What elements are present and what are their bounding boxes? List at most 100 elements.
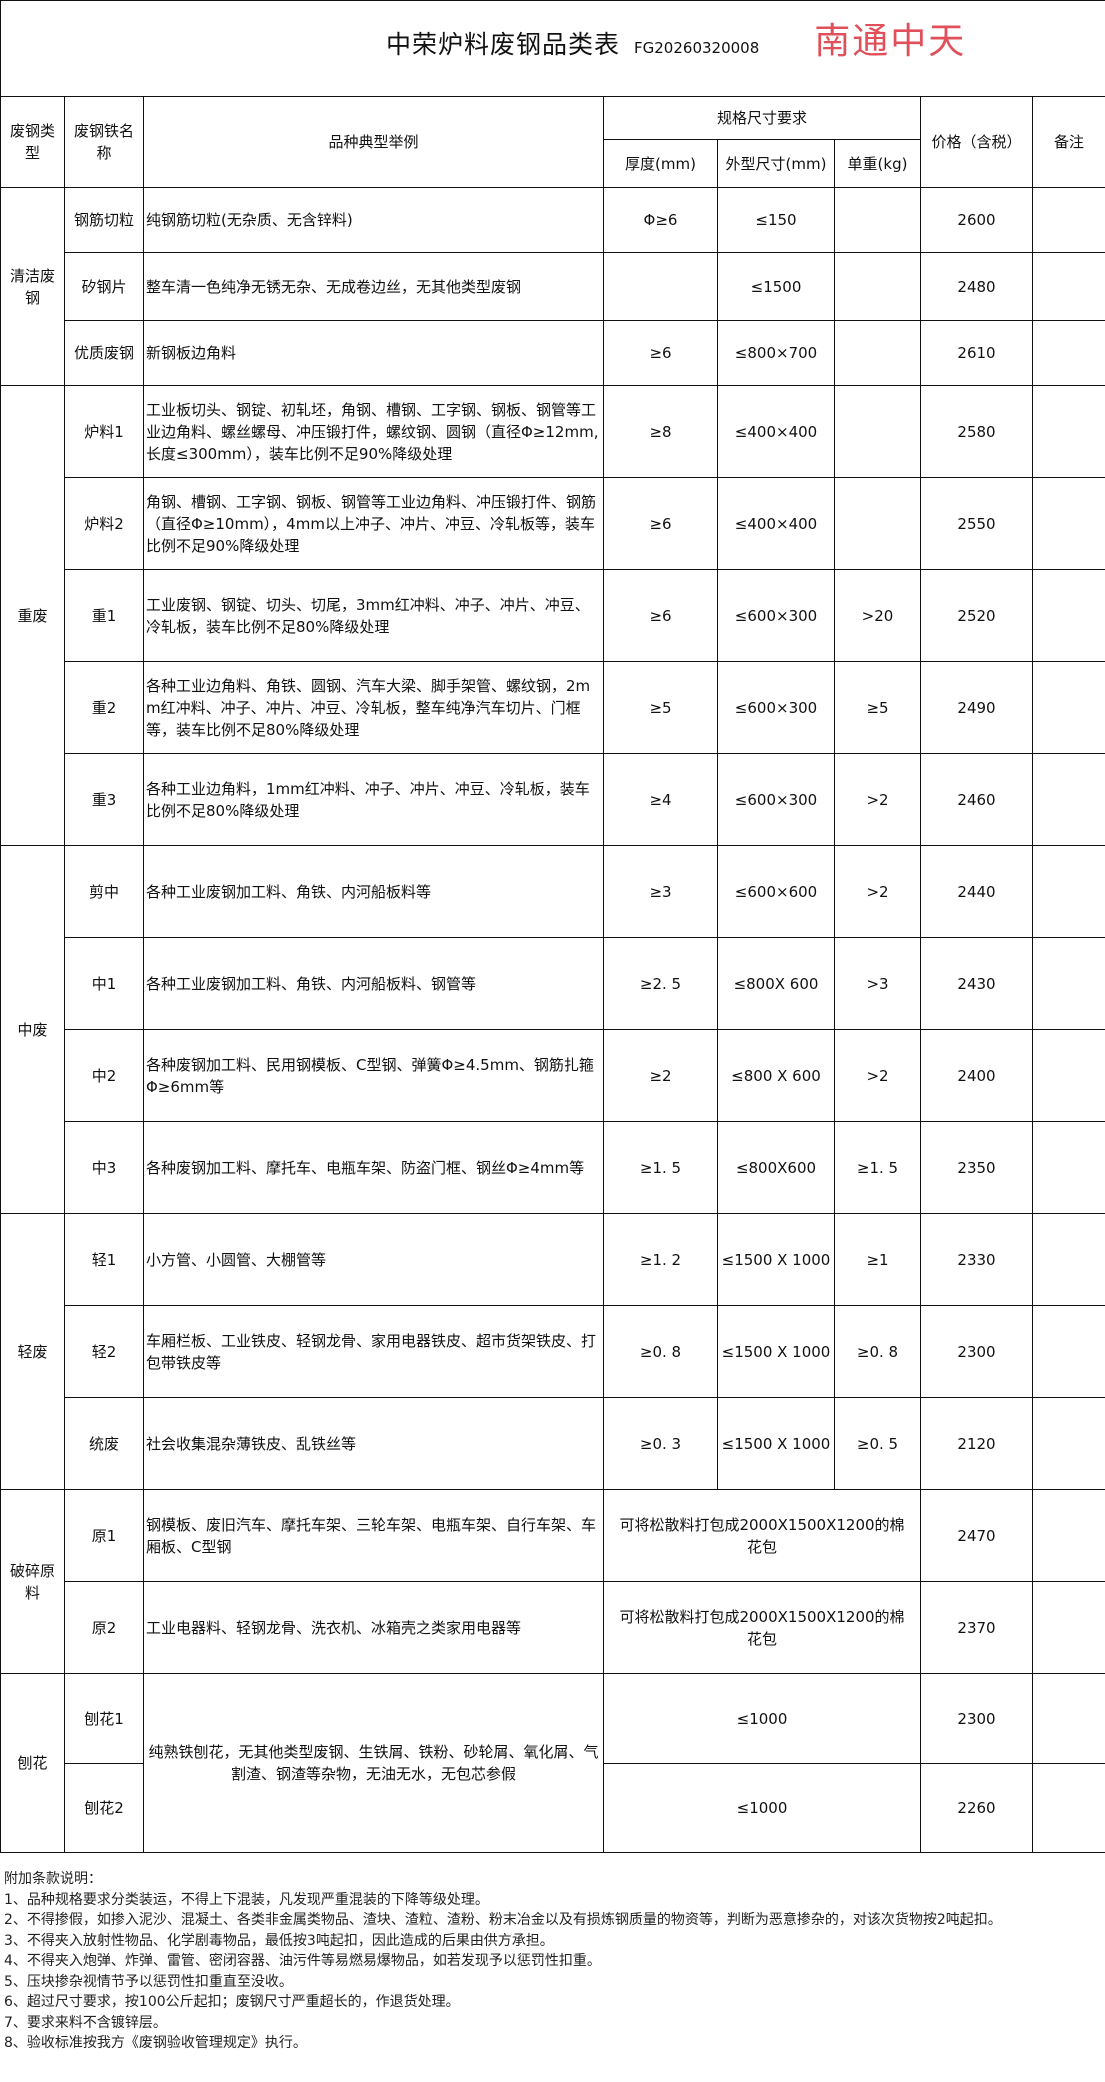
price: 2330 — [920, 1213, 1033, 1306]
price: 2120 — [920, 1397, 1033, 1490]
remark — [1032, 1213, 1105, 1306]
price: 2440 — [920, 845, 1033, 938]
outer-size: ≤1500 X 1000 — [717, 1213, 835, 1306]
price: 2580 — [920, 385, 1033, 478]
remark — [1032, 661, 1105, 754]
thickness: ≥5 — [603, 661, 718, 754]
price: 2350 — [920, 1121, 1033, 1214]
col-weight: 单重(kg) — [834, 139, 921, 188]
remark — [1032, 252, 1105, 321]
remark — [1032, 1581, 1105, 1674]
item-desc: 纯钢筋切粒(无杂质、无含锌料) — [143, 187, 604, 253]
item-name: 钢筋切粒 — [64, 187, 144, 253]
category-cell: 轻废 — [0, 1213, 65, 1490]
remark — [1032, 1121, 1105, 1214]
item-name: 中2 — [64, 1029, 144, 1122]
note-item: 6、超过尺寸要求，按100公斤起扣；废钢尺寸严重超长的，作退货处理。 — [4, 1994, 460, 2010]
col-remark: 备注 — [1032, 96, 1105, 188]
unit-weight: >20 — [834, 569, 921, 662]
outer-size: ≤400×400 — [717, 477, 835, 570]
spec-merged: ≤1000 — [603, 1673, 921, 1764]
outer-size: ≤600×600 — [717, 845, 835, 938]
thickness: ≥3 — [603, 845, 718, 938]
thickness: ≥6 — [603, 320, 718, 386]
item-desc: 钢模板、废旧汽车、摩托车架、三轮车架、电瓶车架、自行车架、车厢板、C型钢 — [143, 1489, 604, 1582]
unit-weight: ≥0. 5 — [834, 1397, 921, 1490]
item-desc: 小方管、小圆管、大棚管等 — [143, 1213, 604, 1306]
page-title: 中荣炉料废钢品类表 — [386, 30, 621, 59]
price: 2490 — [920, 661, 1033, 754]
unit-weight: >2 — [834, 845, 921, 938]
note-item: 2、不得掺假，如掺入泥沙、混凝土、各类非金属类物品、渣块、渣粒、渣粉、粉末冶金以… — [4, 1912, 1002, 1928]
remark — [1032, 187, 1105, 253]
notes-list: 1、品种规格要求分类装运，不得上下混装，凡发现严重混装的下降等级处理。 2、不得掺… — [4, 1890, 1101, 2054]
outer-size: ≤800X600 — [717, 1121, 835, 1214]
note-item: 4、不得夹入炮弹、炸弹、雷管、密闭容器、油污件等易燃易爆物品，如若发现予以惩罚性… — [4, 1953, 601, 1969]
col-spec: 规格尺寸要求 — [603, 96, 921, 140]
price: 2520 — [920, 569, 1033, 662]
remark — [1032, 1397, 1105, 1490]
category-cell: 清洁废钢 — [0, 187, 65, 386]
price: 2550 — [920, 477, 1033, 570]
item-name: 优质废钢 — [64, 320, 144, 386]
item-desc: 纯熟铁刨花，无其他类型废钢、生铁屑、铁粉、砂轮屑、氧化屑、气割渣、钢渣等杂物，无… — [143, 1673, 604, 1853]
outer-size: ≤1500 X 1000 — [717, 1397, 835, 1490]
category-cell: 刨花 — [0, 1673, 65, 1853]
outer-size: ≤600×300 — [717, 753, 835, 846]
item-desc: 各种工业边角料，1mm红冲料、冲子、冲片、冲豆、冷轧板，装车比例不足80%降级处… — [143, 753, 604, 846]
table-row: 原2 工业电器料、轻钢龙骨、洗衣机、冰箱壳之类家用电器等 可将松散料打包成2000X… — [1, 1581, 1105, 1674]
price: 2430 — [920, 937, 1033, 1030]
outer-size: ≤150 — [717, 187, 835, 253]
item-desc: 各种废钢加工料、民用钢模板、C型钢、弹簧Φ≥4.5mm、钢筋扎箍Φ≥6mm等 — [143, 1029, 604, 1122]
thickness: ≥1. 2 — [603, 1213, 718, 1306]
remark — [1032, 845, 1105, 938]
item-desc: 角钢、槽钢、工字钢、钢板、钢管等工业边角料、冲压锻打件、钢筋（直径Φ≥10mm）… — [143, 477, 604, 570]
category-cell: 破碎原料 — [0, 1489, 65, 1674]
table-row: 轻2 车厢栏板、工业铁皮、轻钢龙骨、家用电器铁皮、超市货架铁皮、打包带铁皮等 ≥0.… — [1, 1305, 1105, 1398]
price: 2460 — [920, 753, 1033, 846]
thickness: ≥4 — [603, 753, 718, 846]
table-row: 重1 工业废钢、钢锭、切头、切尾，3mm红冲料、冲子、冲片、冲豆、冷轧板，装车比例… — [1, 569, 1105, 662]
thickness: ≥0. 8 — [603, 1305, 718, 1398]
price: 2400 — [920, 1029, 1033, 1122]
remark — [1032, 477, 1105, 570]
remark — [1032, 1489, 1105, 1582]
col-price: 价格（含税） — [920, 96, 1033, 188]
company-stamp: 南通中天 — [814, 21, 967, 62]
item-desc: 车厢栏板、工业铁皮、轻钢龙骨、家用电器铁皮、超市货架铁皮、打包带铁皮等 — [143, 1305, 604, 1398]
thickness: Φ≥6 — [603, 187, 718, 253]
item-name: 矽钢片 — [64, 252, 144, 321]
item-desc: 社会收集混杂薄铁皮、乱铁丝等 — [143, 1397, 604, 1490]
thickness: ≥6 — [603, 569, 718, 662]
spec-merged: ≤1000 — [603, 1763, 921, 1853]
table-row: 重2 各种工业边角料、角铁、圆钢、汽车大梁、脚手架管、螺纹钢，2mm红冲料、冲子、… — [1, 661, 1105, 754]
unit-weight — [834, 187, 921, 253]
item-name: 炉料2 — [64, 477, 144, 570]
thickness: ≥2. 5 — [603, 937, 718, 1030]
unit-weight: >3 — [834, 937, 921, 1030]
outer-size: ≤600×300 — [717, 661, 835, 754]
item-name: 刨花2 — [64, 1763, 144, 1853]
item-name: 剪中 — [64, 845, 144, 938]
thickness: ≥2 — [603, 1029, 718, 1122]
item-name: 刨花1 — [64, 1673, 144, 1764]
item-desc: 新钢板边角料 — [143, 320, 604, 386]
unit-weight — [834, 477, 921, 570]
note-item: 8、验收标准按我方《废钢验收管理规定》执行。 — [4, 2035, 307, 2051]
item-name: 中3 — [64, 1121, 144, 1214]
unit-weight — [834, 252, 921, 321]
table-row: 轻废 轻1 小方管、小圆管、大棚管等 ≥1. 2 ≤1500 X 1000 ≥1 2330 — [0, 1213, 1105, 1490]
notes-title: 附加条款说明： — [4, 1871, 102, 1887]
outer-size: ≤1500 X 1000 — [717, 1305, 835, 1398]
table-row: 中3 各种废钢加工料、摩托车、电瓶车架、防盗门框、钢丝Φ≥4mm等 ≥1. 5 ≤80… — [1, 1121, 1105, 1214]
table-row: 刨花2 ≤1000 2260 — [1, 1763, 1105, 1853]
unit-weight — [834, 385, 921, 478]
item-name: 重1 — [64, 569, 144, 662]
price: 2300 — [920, 1305, 1033, 1398]
table-row: 中废 剪中 各种工业废钢加工料、角铁、内河船板料等 ≥3 ≤600×600 >2 2440 — [0, 845, 1105, 1214]
category-cell: 重废 — [0, 385, 65, 846]
item-desc: 工业电器料、轻钢龙骨、洗衣机、冰箱壳之类家用电器等 — [143, 1581, 604, 1674]
table-row: 刨花 刨花1 纯熟铁刨花，无其他类型废钢、生铁屑、铁粉、砂轮屑、氧化屑、气割渣、钢渣… — [0, 1673, 1105, 1853]
col-thickness: 厚度(mm) — [603, 139, 718, 188]
outer-size: ≤800 X 600 — [717, 1029, 835, 1122]
